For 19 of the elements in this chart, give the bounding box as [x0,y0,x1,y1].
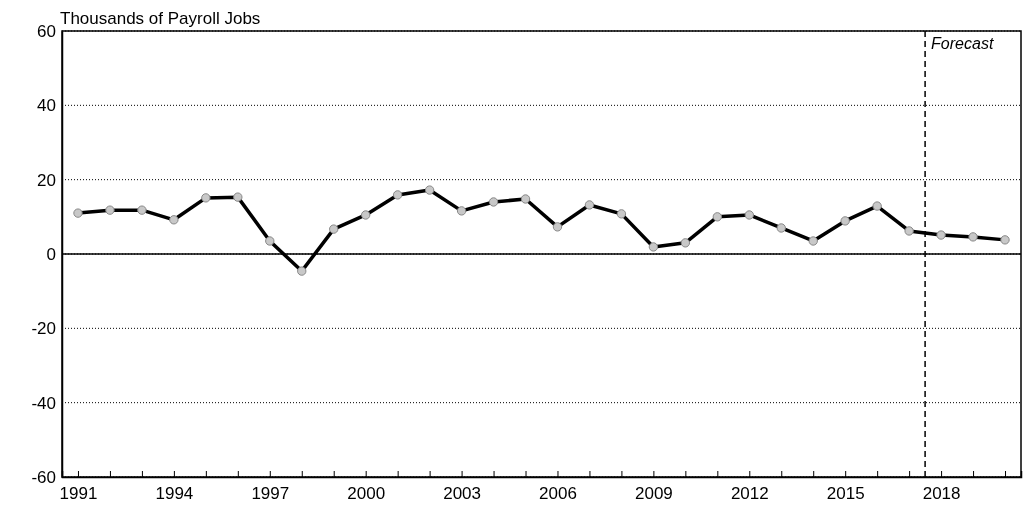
y-tick-label: -60 [31,467,56,487]
y-tick-label: 60 [37,21,56,41]
y-tick-label: 20 [37,170,56,190]
x-tick-label: 1994 [155,484,194,504]
x-tick-label: 2003 [443,484,481,504]
x-tick-label: 1997 [251,484,290,504]
ref-line-label: Forecast [931,35,994,52]
y-tick-label: 40 [37,96,56,116]
x-tick-label: 1991 [59,484,98,504]
x-tick-label: 2012 [730,484,769,504]
x-tick-label: 2006 [539,484,577,504]
y-tick-label: -40 [31,393,56,413]
y-tick-label: 0 [46,244,56,264]
x-tick-label: 2015 [826,484,865,504]
y-axis-title: Thousands of Payroll Jobs [60,9,261,28]
x-tick-label: 2018 [922,484,961,504]
y-tick-label: -20 [31,319,56,339]
x-tick-label: 2000 [347,484,386,504]
x-tick-label: 2009 [634,484,673,504]
